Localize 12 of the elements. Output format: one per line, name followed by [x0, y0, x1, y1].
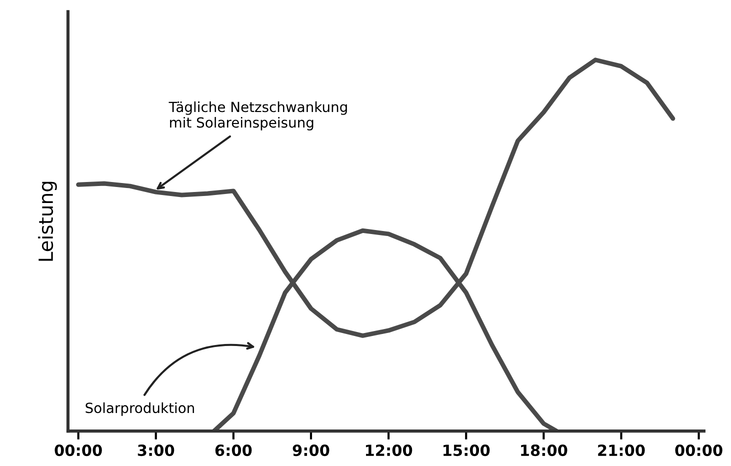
x-tick-label: 15:00 — [444, 444, 490, 456]
x-tick-label: 00:00 — [54, 444, 102, 456]
x-tick-label: 21:00 — [598, 444, 645, 456]
annotation: Solarproduktion — [86, 402, 194, 416]
x-tick-label: 9:00 — [292, 444, 330, 456]
x-tick-label: 3:00 — [138, 444, 174, 456]
x-tick-label: 6:00 — [215, 444, 252, 456]
x-tick-label: 00:00 — [675, 444, 722, 456]
x-tick-label: 12:00 — [366, 444, 412, 456]
y-axis-title: Leistung — [38, 182, 57, 261]
annotation: Tägliche Netzschwankung mit Solareinspeisung — [168, 101, 347, 130]
x-tick-label: 18:00 — [521, 444, 568, 456]
